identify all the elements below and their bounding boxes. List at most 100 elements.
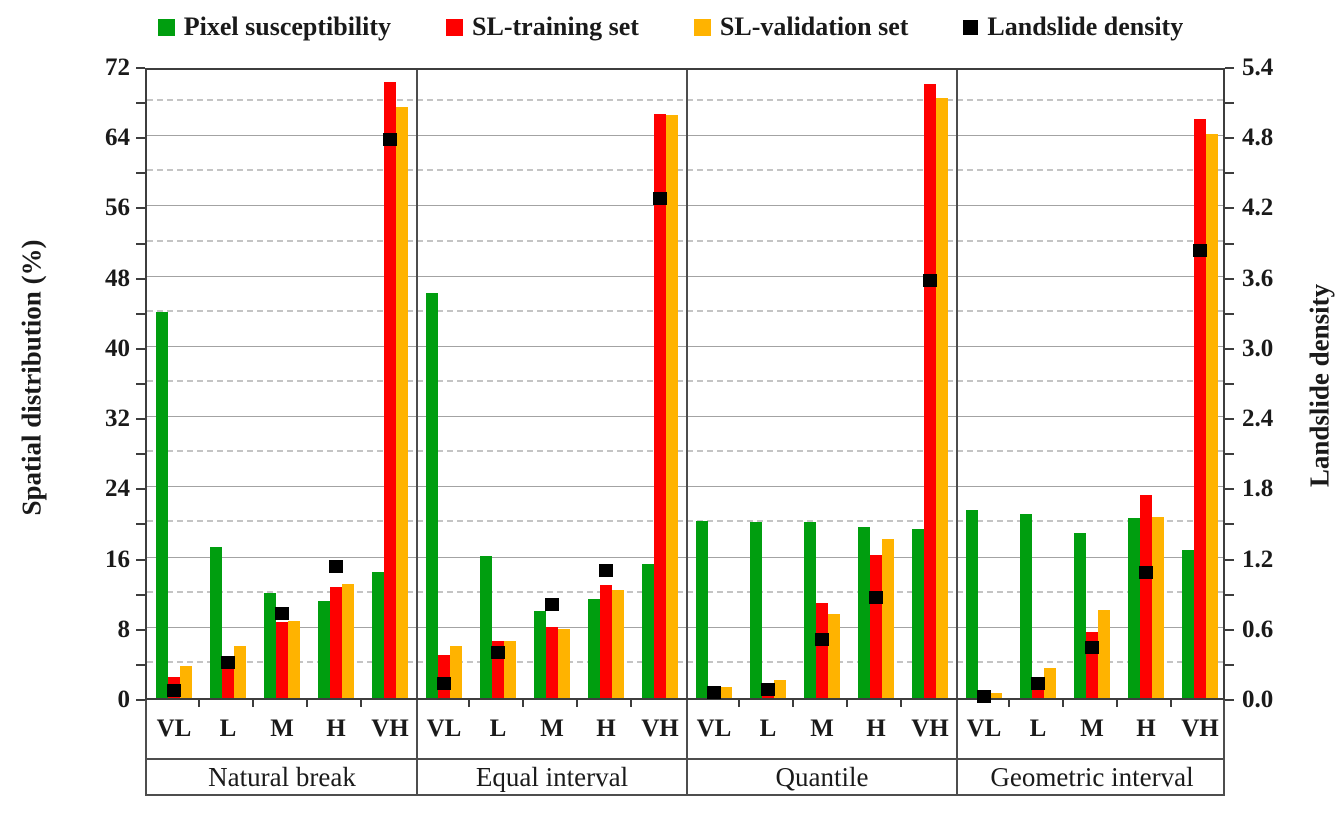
minor-gridline (147, 660, 1223, 663)
left-axis-tick-label: 16 (105, 545, 130, 573)
sl-training-bar (276, 621, 288, 698)
pixel-susceptibility-bar (642, 563, 654, 698)
left-axis-tick (136, 277, 145, 280)
x-axis-tick (738, 700, 740, 707)
sl-validation-bar (990, 692, 1002, 698)
right-axis-tick (1225, 137, 1234, 140)
right-axis-tick (1225, 277, 1234, 280)
major-gridline (147, 205, 1223, 207)
left-axis-tick (136, 383, 145, 385)
x-axis-tick (1062, 700, 1064, 707)
left-axis-tick (136, 242, 145, 245)
category-label: VH (1181, 715, 1219, 742)
pixel-susceptibility-bar (588, 598, 600, 698)
sl-validation-bar (288, 620, 300, 698)
left-axis-tick (136, 699, 145, 701)
sl-validation-bar (1206, 134, 1218, 698)
sl-training-bar (222, 667, 234, 698)
group-name-label: Geometric interval (990, 761, 1194, 792)
sl-training-bar (1140, 495, 1152, 698)
landslide-density-marker (383, 133, 397, 147)
pixel-susceptibility-bar (210, 547, 222, 698)
landslide-density-marker (923, 273, 937, 287)
pixel-susceptibility-bar (426, 293, 438, 698)
sl-validation-bar (882, 539, 894, 698)
pixel-susceptibility-bar (804, 522, 816, 698)
legend-swatch-icon (446, 18, 464, 36)
group-name-row: Natural break Equal interval Quantile Geome… (147, 758, 1223, 794)
left-axis-tick-label: 64 (105, 124, 130, 152)
left-axis-tick (136, 453, 145, 456)
sl-validation-bar (666, 115, 678, 698)
legend-swatch-icon (693, 18, 711, 36)
sl-training-bar (816, 603, 828, 698)
right-axis-tick (1225, 488, 1234, 491)
sl-validation-bar (1044, 668, 1056, 698)
pixel-susceptibility-bar (750, 522, 762, 698)
major-gridline (147, 416, 1223, 418)
sl-training-bar (654, 114, 666, 698)
pixel-susceptibility-bar (264, 592, 276, 698)
right-axis-tick (1225, 67, 1234, 69)
category-label: L (759, 715, 777, 742)
right-axis-tick (1225, 699, 1234, 701)
right-axis-tick (1225, 207, 1234, 210)
right-axis-tick-label: 0.6 (1242, 615, 1274, 643)
x-axis-tick (1116, 700, 1118, 707)
right-axis-tick (1225, 418, 1234, 421)
sl-validation-bar (342, 583, 354, 698)
sl-training-bar (1194, 118, 1206, 698)
major-gridline (147, 556, 1223, 558)
category-label: H (1136, 715, 1156, 742)
minor-gridline (147, 239, 1223, 242)
minor-gridline (147, 380, 1223, 382)
right-axis-tick-label: 2.4 (1242, 405, 1274, 433)
right-axis-tick-label: 4.8 (1242, 124, 1274, 152)
sl-training-bar (870, 554, 882, 698)
category-label: L (1029, 715, 1047, 742)
legend-item-3: Landslide density (963, 12, 1183, 42)
category-label: VL (426, 715, 462, 742)
left-axis-tick-label: 24 (105, 475, 130, 503)
left-axis-tick (136, 67, 145, 69)
pixel-susceptibility-bar (318, 600, 330, 698)
sl-validation-bar (828, 613, 840, 698)
right-axis-tick (1225, 593, 1234, 596)
pixel-susceptibility-bar (1128, 518, 1140, 698)
legend-item-label: Pixel susceptibility (183, 12, 392, 41)
minor-gridline (147, 590, 1223, 593)
category-label: VL (696, 715, 732, 742)
left-axis-tick (136, 347, 145, 350)
category-label: M (1080, 715, 1104, 742)
legend-item-2: SL-validation set (693, 12, 908, 42)
left-axis-tick (136, 628, 145, 631)
group-separator (686, 70, 688, 698)
left-axis-tick (136, 172, 145, 175)
group-name-label: Natural break (208, 761, 356, 792)
left-axis-tick-label: 48 (105, 264, 130, 292)
landslide-density-marker (869, 590, 883, 604)
landslide-density-marker (815, 632, 829, 646)
category-label: M (810, 715, 834, 742)
sl-training-bar (546, 626, 558, 698)
table-group-separator (956, 760, 958, 794)
category-group-table: VL L M H VH VL L M H VH VL L M H VH VL L M H VH Natural brea… (145, 700, 1225, 796)
left-axis-tick (136, 418, 145, 421)
legend-item-1: SL-training set (446, 12, 639, 42)
right-axis-tick (1225, 453, 1234, 456)
pixel-susceptibility-bar (1182, 549, 1194, 698)
sl-training-bar (330, 587, 342, 698)
table-group-separator (416, 760, 418, 794)
landslide-density-marker (545, 597, 559, 611)
left-axis-tick (136, 102, 145, 105)
legend-item-label: Landslide density (987, 12, 1184, 41)
category-label: VL (156, 715, 192, 742)
category-label: M (540, 715, 564, 742)
table-group-separator (686, 760, 688, 794)
legend-item-label: SL-training set (472, 12, 639, 41)
legend-swatch-icon (963, 19, 979, 35)
landslide-density-marker (221, 656, 235, 670)
sl-validation-bar (180, 665, 192, 698)
major-gridline (147, 275, 1223, 277)
landslide-density-marker (1085, 641, 1099, 655)
